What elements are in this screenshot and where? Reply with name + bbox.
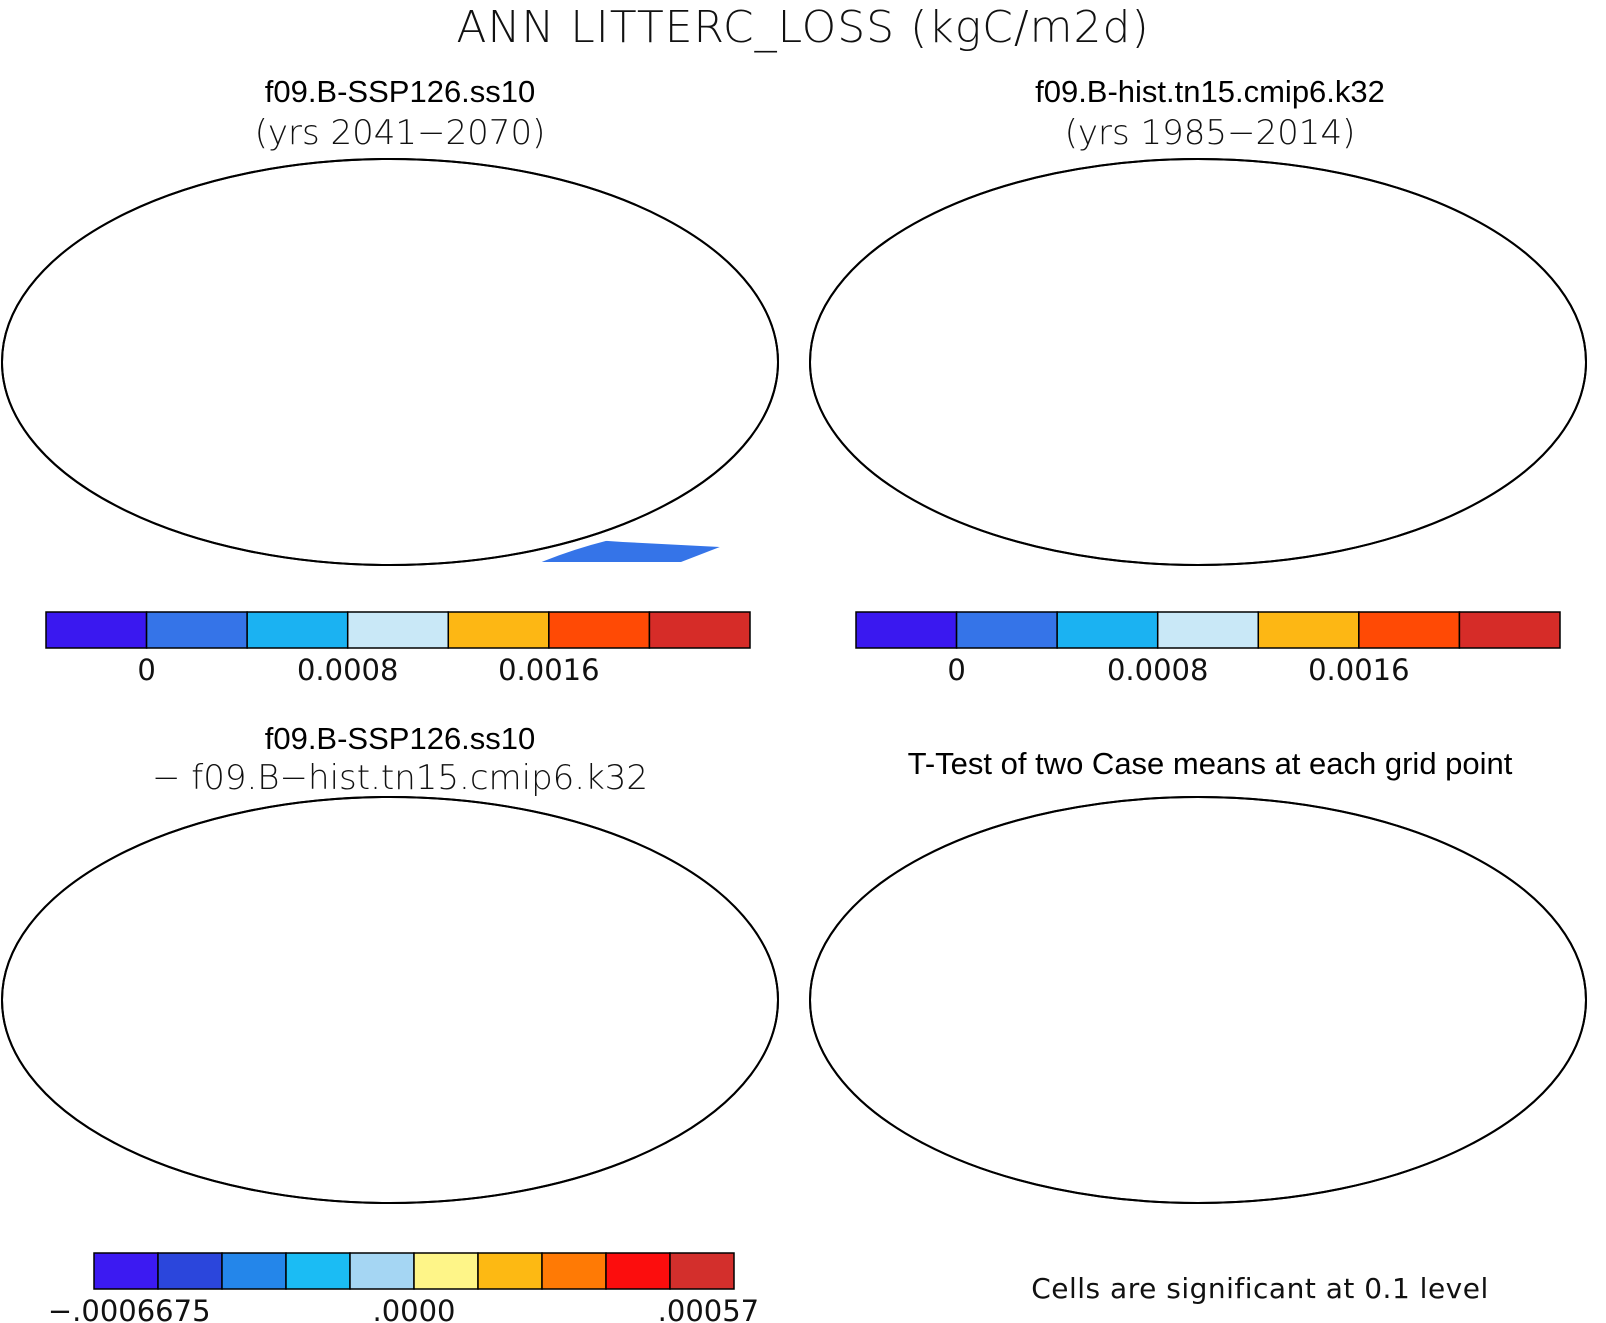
colorbar-swatch	[548, 611, 651, 649]
colorbar-case1: 0 0.0008 0.0016	[45, 611, 751, 687]
figure-title: ANN LITTERC_LOSS (kgC/m2d)	[456, 2, 1150, 53]
map-ttest	[809, 796, 1587, 1204]
colorbar-swatch	[1156, 611, 1260, 649]
colorbar-swatch	[221, 1252, 287, 1290]
panel-diff-title: f09.B-SSP126.ss10	[264, 721, 536, 756]
colorbar-tick-label: .0000	[372, 1294, 455, 1323]
colorbar-swatch	[1257, 611, 1360, 649]
colorbar-swatch	[285, 1252, 351, 1290]
colorbar-tick-label: .00057	[658, 1294, 759, 1323]
map-case1	[1, 158, 779, 566]
colorbar-tick-label: −.0006675	[48, 1294, 211, 1323]
map-case2	[809, 158, 1587, 566]
colorbar-tick-label: 0.0016	[498, 653, 599, 687]
colorbar-swatch	[1056, 611, 1159, 649]
colorbar-swatch	[349, 1252, 415, 1290]
ttest-footnote: Cells are significant at 0.1 level	[1031, 1272, 1489, 1305]
colorbar-swatch	[93, 1252, 159, 1290]
panel-case1-subtitle: (yrs 2041−2070)	[254, 113, 546, 153]
colorbar-swatch	[45, 611, 148, 649]
colorbar-tick-label: 0	[137, 653, 155, 687]
colorbar-swatch	[246, 611, 349, 649]
colorbar-swatch	[955, 611, 1058, 649]
colorbar-swatch	[605, 1252, 671, 1290]
panel-ttest-title: T-Test of two Case means at each grid po…	[907, 746, 1513, 781]
colorbar-swatch	[541, 1252, 607, 1290]
colorbar-tick-label: 0.0016	[1308, 653, 1409, 687]
colorbar-swatch	[669, 1252, 735, 1290]
colorbar-swatch	[413, 1252, 479, 1290]
colorbar-swatch	[157, 1252, 223, 1290]
panel-case2-subtitle: (yrs 1985−2014)	[1064, 113, 1356, 153]
colorbar-swatch	[648, 611, 751, 649]
colorbar-swatch	[346, 611, 450, 649]
colorbar-swatch	[477, 1252, 543, 1290]
colorbar-swatch	[447, 611, 550, 649]
colorbar-swatch	[145, 611, 248, 649]
colorbar-swatch	[1458, 611, 1561, 649]
panel-case2-title: f09.B-hist.tn15.cmip6.k32	[1035, 74, 1385, 109]
colorbar-difference: −.0006675 .0000 .00057	[48, 1252, 759, 1323]
colorbar-tick-label: 0	[947, 653, 965, 687]
map-difference	[1, 796, 779, 1204]
colorbar-tick-label: 0.0008	[297, 653, 398, 687]
colorbar-tick-label: 0.0008	[1107, 653, 1208, 687]
panel-diff-subtitle: − f09.B−hist.tn15.cmip6.k32	[151, 758, 649, 798]
colorbar-swatch	[1358, 611, 1461, 649]
panel-case1-title: f09.B-SSP126.ss10	[264, 74, 536, 109]
colorbar-swatch	[855, 611, 958, 649]
colorbar-case2: 0 0.0008 0.0016	[855, 611, 1561, 687]
